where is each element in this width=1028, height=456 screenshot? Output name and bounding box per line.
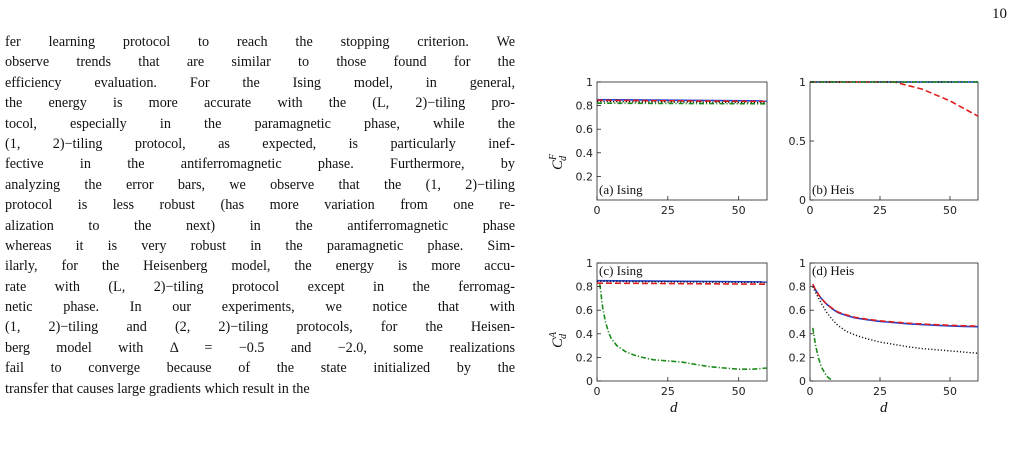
panel-frame [596, 262, 768, 382]
paragraph-line: protocol is less robust (has more variat… [5, 197, 515, 214]
x-tick-label: 0 [594, 204, 601, 217]
y-tick-label: 1 [586, 257, 593, 270]
series-line-dashed-red [596, 99, 768, 103]
panel-1: 0 25 50 0.2 0.4 0.6 0.8 1 (a) Ising [576, 76, 768, 217]
panel-label: (a) Ising [599, 182, 643, 197]
y-tick-label: 0.5 [789, 135, 807, 148]
paragraph-line: the energy is more accurate with the (L,… [5, 95, 515, 112]
paragraph-line: fective in the antiferromagnetic phase. … [5, 156, 515, 173]
x-tick-label: 0 [594, 385, 601, 398]
x-tick-label: 25 [661, 204, 675, 217]
svg-text:CFd: CFd [548, 153, 569, 170]
x-tick-label: 50 [732, 204, 746, 217]
ylabel-top-sup: F [548, 153, 559, 161]
ylabel-bottom-sup: A [548, 331, 559, 339]
panel-label: (b) Heis [812, 182, 854, 197]
x-tick-label: 0 [807, 204, 814, 217]
x-axis-label-left: d [670, 400, 678, 415]
x-tick-label: 25 [661, 385, 675, 398]
series-line-dashdot-green [599, 284, 768, 371]
y-tick-label: 0.6 [789, 304, 807, 317]
y-tick-label: 0.4 [789, 328, 807, 341]
panel-3: 0 25 50 0 0.2 0.4 0.6 0.8 1 (c) Ising [576, 257, 768, 398]
svg-text:CAd: CAd [548, 331, 569, 348]
y-tick-label: 0.4 [576, 328, 594, 341]
ylabel-top-sub: d [558, 155, 569, 161]
y-tick-label: 0.2 [576, 351, 594, 364]
paragraph-line: transfer that causes large gradients whi… [5, 380, 310, 397]
x-tick-label: 50 [943, 385, 957, 398]
x-tick-label: 0 [807, 385, 814, 398]
y-tick-label: 0 [799, 194, 806, 207]
body-paragraph: fer learning protocol to reach the stopp… [5, 32, 515, 399]
y-tick-label: 1 [799, 257, 806, 270]
paragraph-line: tocol, especially in the paramagnetic ph… [5, 115, 515, 132]
series-line-dashdot-green [596, 102, 768, 105]
y-tick-label: 0.6 [576, 304, 594, 317]
paragraph-line: alization to the next) in the antiferrom… [5, 217, 515, 234]
y-tick-label: 0.6 [576, 123, 594, 136]
paragraph-line: rate with (L, 2)−tiling protocol except … [5, 278, 515, 295]
paragraph-line: whereas it is very robust in the paramag… [5, 237, 515, 254]
paragraph-line: (1, 2)−tiling protocol, as expected, is … [5, 135, 515, 152]
y-tick-label: 0.2 [576, 170, 594, 183]
panel-2: 0 25 50 0 0.5 1 (b) Heis [789, 76, 979, 217]
paragraph-line: fer learning protocol to reach the stopp… [5, 34, 515, 50]
series-line-dashed-red [596, 282, 768, 285]
y-tick-label: 0.8 [576, 281, 594, 294]
paragraph-line: (1, 2)−tiling and (2, 2)−tiling protocol… [5, 319, 515, 336]
y-tick-label: 0.2 [789, 351, 807, 364]
y-tick-label: 1 [799, 76, 806, 89]
paragraph-line: netic phase. In our experiments, we noti… [5, 299, 515, 316]
paragraph-line: ilarly, for the Heisenberg model, the en… [5, 258, 515, 275]
series-line-dashed-red [810, 81, 979, 117]
paragraph-line: observe trends that are similar to those… [5, 54, 515, 71]
paragraph-line: fail to converge because of the state in… [5, 360, 515, 377]
series-line-solid-blue [812, 283, 979, 328]
paragraph-line: analyzing the error bars, we observe tha… [5, 176, 515, 193]
y-tick-label: 1 [586, 76, 593, 89]
y-axis-label-bottom: CAd [548, 331, 569, 348]
series-line-dotted-black [812, 286, 979, 354]
ylabel-bottom-main: C [550, 337, 566, 348]
x-axis-label-right: d [880, 400, 888, 415]
series-line-dotted-black [596, 100, 768, 104]
page-number: 10 [992, 6, 1007, 22]
panel-frame [596, 81, 768, 201]
x-tick-label: 50 [943, 204, 957, 217]
y-tick-label: 0.4 [576, 147, 594, 160]
series-line-dotted-black [596, 280, 768, 284]
panel-label: (c) Ising [599, 263, 643, 278]
y-tick-label: 0.8 [789, 281, 807, 294]
y-tick-label: 0 [799, 375, 806, 388]
panel-4: 0 25 50 0 0.2 0.4 0.6 0.8 1 (d) Heis [789, 257, 979, 398]
x-tick-label: 25 [873, 385, 887, 398]
panel-label: (d) Heis [812, 263, 854, 278]
y-tick-label: 0.8 [576, 100, 594, 113]
figure-panels: 0 25 50 0.2 0.4 0.6 0.8 1 (a) Ising 0 25 50 0 0.5 1 (b)… [548, 76, 979, 415]
paragraph-line: efficiency evaluation. For the Ising mod… [5, 74, 515, 91]
x-tick-label: 25 [873, 204, 887, 217]
x-tick-label: 50 [732, 385, 746, 398]
y-axis-label-top: CFd [548, 153, 569, 170]
y-tick-label: 0 [586, 375, 593, 388]
panel-frame [809, 262, 979, 382]
paragraph-line: berg model with Δ = −0.5 and −2.0, some … [5, 339, 515, 356]
ylabel-bottom-sub: d [558, 333, 569, 339]
series-line-dashdot-green [812, 327, 833, 382]
series-line-dashed-red [812, 283, 979, 327]
ylabel-top-main: C [550, 159, 566, 170]
